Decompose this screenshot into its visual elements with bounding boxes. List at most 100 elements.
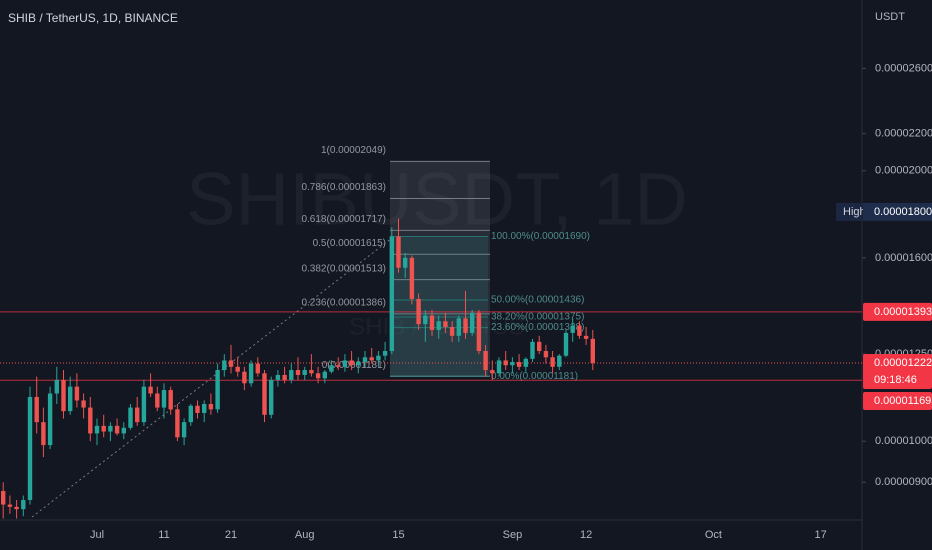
trend-line: [31, 237, 393, 518]
fib-level-label: 0.786(0.00001863): [301, 182, 386, 193]
candle-body: [490, 370, 495, 374]
candle-body: [47, 393, 53, 446]
candle-body: [168, 390, 173, 410]
watermark: SHIBUSDT, 1D: [186, 158, 688, 241]
candle-body: [215, 370, 220, 410]
candle-body: [516, 362, 522, 367]
candle-body: [315, 373, 321, 379]
candle-body: [242, 371, 247, 384]
candle-body: [121, 427, 126, 434]
candle-body: [590, 338, 595, 363]
candle-body: [329, 365, 334, 372]
candle-body: [382, 351, 388, 356]
x-tick-label: 12: [580, 529, 592, 541]
candle-body: [14, 506, 19, 510]
candle-body: [208, 403, 214, 410]
fib-extension-label: 23.60%(0.00001338): [491, 322, 584, 333]
candle-body: [443, 321, 448, 328]
countdown-label: 09:18:46: [874, 374, 917, 386]
candle-body: [570, 325, 575, 333]
candle-body: [68, 386, 73, 412]
candle-body: [369, 357, 374, 361]
fib-level-label: 0.618(0.00001717): [301, 214, 386, 225]
candle-body: [376, 355, 381, 361]
candle-body: [222, 360, 227, 371]
candle-body: [7, 504, 13, 507]
high-value-box: [863, 202, 932, 221]
candle-body: [356, 362, 361, 366]
candle-body: [1, 491, 6, 505]
last-price-box: [863, 353, 932, 389]
candle-body: [34, 396, 39, 423]
candle-body: [94, 425, 100, 434]
candle-body: [248, 363, 254, 384]
y-axis-label: USDT: [875, 11, 905, 23]
candle-body: [195, 405, 200, 413]
candle-body: [409, 257, 415, 299]
candle-body: [289, 370, 294, 380]
y-tick-label: 0.00001000: [875, 435, 932, 447]
chart-title: SHIB / TetherUS, 1D, BINANCE: [8, 11, 178, 25]
candle-body: [141, 386, 147, 423]
fib-extension-label: 0.00%(0.00001181): [491, 371, 578, 382]
fib-level-label: 1(0.00002049): [321, 145, 386, 156]
candle-body: [496, 360, 502, 374]
candle-body: [423, 315, 428, 325]
candle-body: [470, 312, 475, 333]
x-tick-label: Sep: [503, 529, 523, 541]
price-line-label: 0.00001169: [874, 395, 931, 407]
fib-retracement-zone: [390, 161, 490, 377]
price-line-box: [863, 391, 932, 410]
high-label: High: [843, 206, 866, 218]
candle-body: [188, 405, 193, 423]
watermark-group: SHIBUSDT, 1D SHIB / TetherUS: [186, 158, 688, 341]
candle-body: [108, 425, 113, 432]
candle-body: [543, 351, 549, 358]
fib-level-label: 0.236(0.00001386): [301, 297, 386, 308]
candle-body: [389, 236, 394, 352]
candle-body: [161, 390, 167, 408]
candle-body: [429, 315, 435, 330]
candle-body: [530, 341, 535, 359]
candle-body: [269, 379, 274, 415]
candle-body: [537, 341, 542, 352]
candle-body: [128, 407, 133, 428]
fib-level-label: 0(0.00001181): [322, 360, 386, 371]
high-value-label: 0.00001800: [874, 206, 932, 218]
candle-body: [577, 325, 582, 336]
candle-body: [403, 257, 408, 268]
candle-body: [175, 409, 180, 438]
candle-body: [41, 422, 46, 446]
candle-body: [336, 365, 341, 367]
candle-body: [309, 370, 314, 374]
candle-body: [302, 370, 307, 375]
x-tick-label: 15: [392, 529, 404, 541]
candle-body: [557, 355, 562, 367]
candle-body: [101, 425, 106, 432]
candle-body: [54, 379, 59, 394]
candle-body: [61, 379, 66, 412]
candle-body: [416, 298, 421, 325]
price-line-box: [863, 302, 932, 321]
candle-body: [135, 407, 140, 423]
x-tick-label: Aug: [295, 529, 315, 541]
candle-body: [181, 422, 187, 438]
candle-body: [436, 321, 441, 330]
fib-extension-label: 38.20%(0.00001375): [491, 312, 584, 323]
y-tick-label: 0.00002200: [875, 128, 932, 140]
candle-body: [262, 373, 267, 415]
candle-body: [463, 318, 468, 333]
candle-body: [235, 366, 240, 372]
candle-body: [476, 312, 482, 352]
fib-extension-label: 100.00%(0.00001690): [491, 231, 590, 242]
last-price-label: 0.00001222: [874, 357, 932, 369]
candle-body: [155, 393, 160, 408]
y-tick-label: 0.00001600: [875, 252, 932, 264]
candle-body: [563, 332, 569, 356]
candle-body: [88, 407, 93, 434]
candle-body: [202, 403, 207, 413]
x-tick-label: Jul: [90, 529, 104, 541]
candle-body: [483, 351, 488, 371]
